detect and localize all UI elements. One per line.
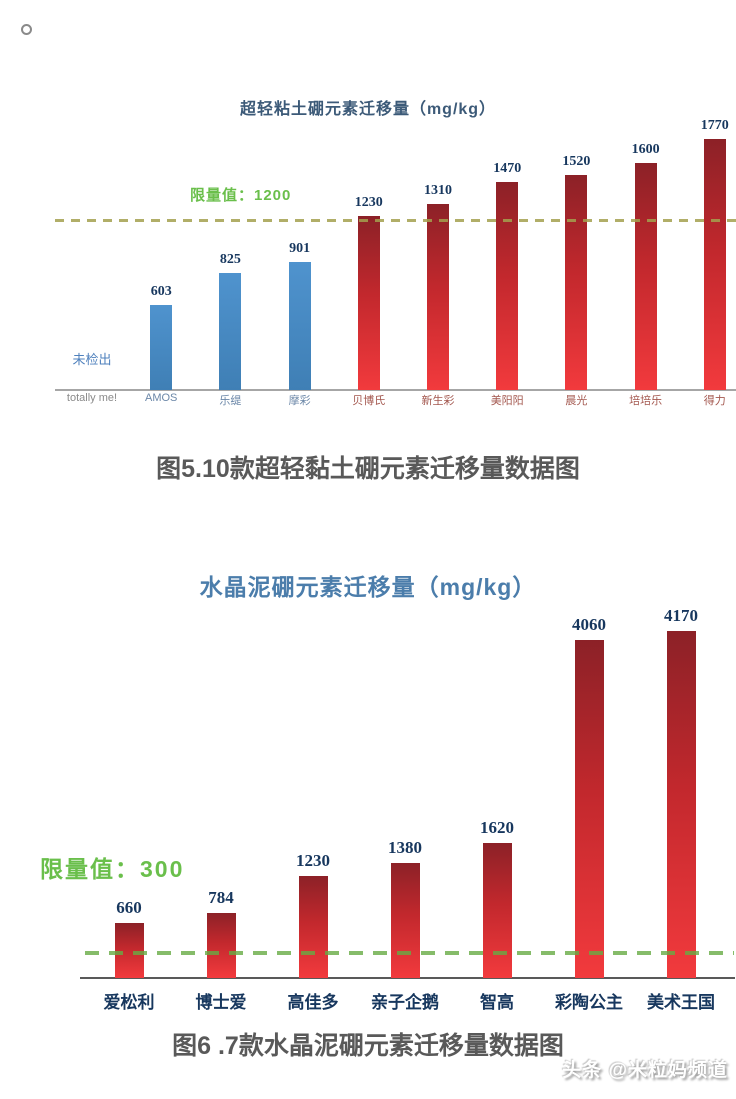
bar-value-label: 1380 bbox=[388, 838, 422, 858]
bar-red bbox=[496, 181, 519, 390]
bar-red bbox=[482, 843, 512, 978]
bar-blue bbox=[150, 304, 173, 390]
limit-value-label: 限量值：1200 bbox=[190, 187, 292, 204]
x-axis-line bbox=[55, 389, 736, 391]
limit-value-label: 限量值：300 bbox=[40, 856, 185, 882]
bar-red bbox=[703, 139, 726, 390]
bar-red bbox=[634, 163, 657, 390]
figure-caption: 图5.10款超轻黏土硼元素迁移量数据图 bbox=[156, 455, 580, 483]
bar-value-label: 1310 bbox=[424, 183, 452, 199]
category-label: 贝博氏 bbox=[352, 395, 386, 407]
bar-value-label: 825 bbox=[219, 252, 241, 268]
category-label: 彩陶公主 bbox=[555, 993, 623, 1012]
bar-value-label: 660 bbox=[116, 898, 142, 918]
category-label: 亲子企鹅 bbox=[371, 993, 439, 1012]
bar-value-label: 1770 bbox=[700, 118, 729, 134]
bar-value-label: 4060 bbox=[572, 615, 606, 635]
chart-title: 超轻粘土硼元素迁移量（mg/kg） bbox=[239, 101, 497, 119]
limit-dashed-line bbox=[85, 951, 734, 956]
x-axis-line bbox=[80, 977, 735, 979]
bar-blue bbox=[288, 262, 311, 390]
bar-red bbox=[114, 923, 144, 978]
category-label: 乐缇 bbox=[219, 395, 242, 407]
bar-value-label: 901 bbox=[289, 241, 311, 257]
limit-dashed-line bbox=[55, 218, 736, 222]
watermark: 头条 @米粒妈频道 bbox=[562, 1060, 728, 1081]
corner-dot-icon bbox=[21, 24, 32, 35]
category-label: 美阳阳 bbox=[490, 395, 524, 407]
category-label: 晨光 bbox=[565, 395, 588, 407]
bar-value-label: 1620 bbox=[480, 818, 514, 838]
bar-value-label: 4170 bbox=[664, 606, 698, 626]
bar-red bbox=[574, 640, 604, 978]
category-label: 新生彩 bbox=[421, 395, 455, 407]
bar-value-label: 603 bbox=[150, 283, 172, 299]
category-label: 博士爱 bbox=[195, 993, 247, 1012]
category-label: 培培乐 bbox=[629, 395, 663, 407]
bar-red bbox=[357, 215, 380, 390]
bar-red bbox=[427, 204, 449, 390]
bar-value-label: 784 bbox=[208, 887, 234, 907]
bar-red bbox=[298, 875, 328, 978]
not-detected-label: 未检出 bbox=[72, 352, 112, 367]
category-label: 得力 bbox=[703, 395, 726, 407]
category-label: 高佳多 bbox=[287, 993, 339, 1012]
category-label: totally me! bbox=[66, 392, 118, 404]
bar-value-label: 1230 bbox=[296, 850, 330, 870]
bar-value-label: 1600 bbox=[631, 142, 660, 158]
bar-blue bbox=[219, 273, 242, 390]
category-label: 爱松利 bbox=[103, 993, 155, 1012]
bar-value-label: 1520 bbox=[562, 153, 591, 169]
category-label: 摩彩 bbox=[288, 395, 311, 407]
bar-value-label: 1230 bbox=[354, 194, 383, 210]
bar-red bbox=[666, 631, 696, 978]
figure-caption: 图6 .7款水晶泥硼元素迁移量数据图 bbox=[172, 1032, 564, 1060]
category-label: 智高 bbox=[480, 993, 514, 1012]
chart-title: 水晶泥硼元素迁移量（mg/kg） bbox=[199, 574, 537, 601]
bar-red bbox=[206, 912, 236, 978]
bar-value-label: 1470 bbox=[493, 160, 522, 176]
category-label: AMOS bbox=[144, 392, 178, 404]
bar-red bbox=[390, 863, 420, 978]
category-label: 美术王国 bbox=[647, 993, 715, 1012]
bar-red bbox=[565, 174, 588, 390]
